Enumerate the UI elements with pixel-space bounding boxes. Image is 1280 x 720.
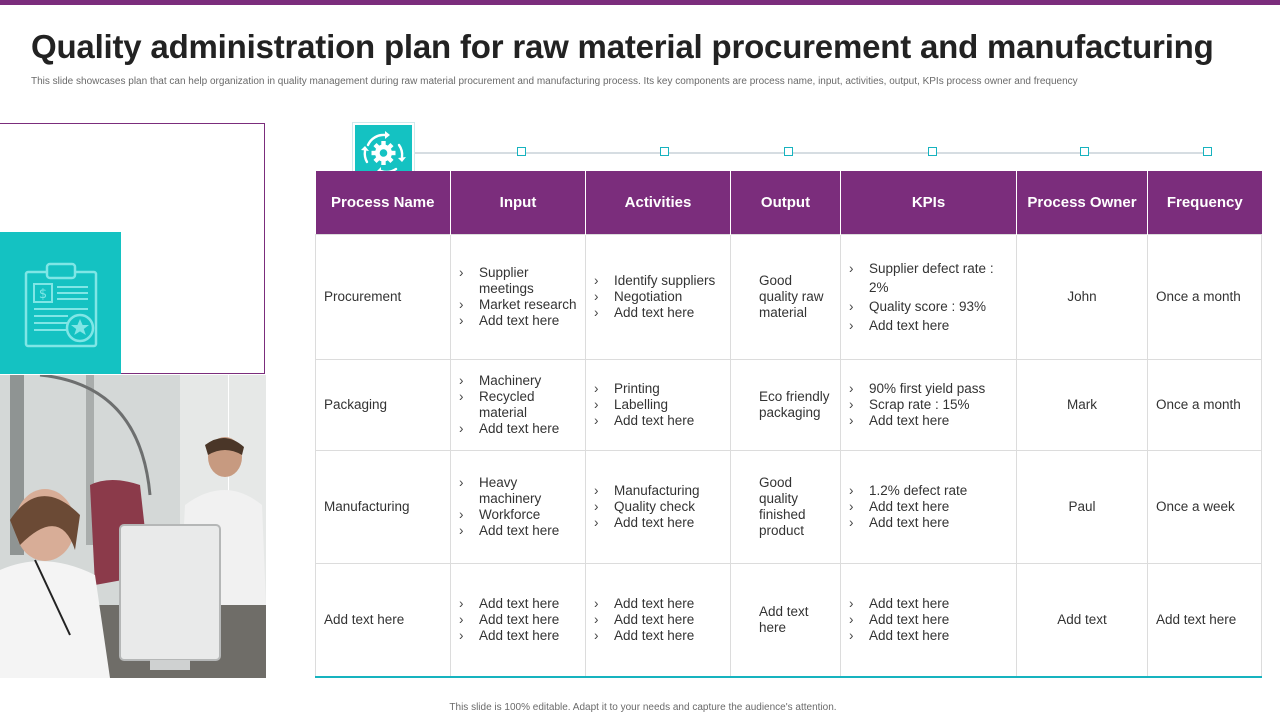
- list-item: Add text here: [849, 499, 1008, 515]
- list-item: Add text here: [849, 316, 1008, 335]
- list-item: Add text here: [594, 515, 722, 531]
- header-activities: Activities: [585, 171, 731, 234]
- list-item: Quality check: [594, 499, 722, 515]
- list-item: Recycled material: [459, 389, 577, 421]
- process-name-cell: Packaging: [315, 358, 451, 451]
- output-cell: Good quality raw material: [730, 233, 841, 360]
- svg-text:$: $: [39, 287, 47, 302]
- frequency-cell: Once a week: [1147, 449, 1262, 564]
- list-item: Add text here: [459, 596, 577, 612]
- list-item: Add text here: [594, 628, 722, 644]
- quality-plan-table: Process Name Input Activities Output KPI…: [315, 171, 1262, 678]
- list-item: Supplier meetings: [459, 265, 577, 297]
- connector-node: [1080, 147, 1089, 156]
- table-header-row: Process Name Input Activities Output KPI…: [315, 171, 1262, 234]
- list-item: Add text here: [459, 313, 577, 329]
- list-item: Add text here: [594, 413, 722, 429]
- frequency-cell: Once a month: [1147, 358, 1262, 451]
- kpis-cell: 1.2% defect rate Add text here Add text …: [840, 449, 1017, 564]
- process-owner-cell: John: [1016, 233, 1148, 360]
- input-cell: Machinery Recycled material Add text her…: [450, 358, 586, 451]
- list-item: 90% first yield pass: [849, 381, 1008, 397]
- list-item: Manufacturing: [594, 483, 722, 499]
- slide-footer: This slide is 100% editable. Adapt it to…: [449, 702, 837, 713]
- list-item: Quality score : 93%: [849, 297, 1008, 316]
- list-item: Heavy machinery: [459, 475, 577, 507]
- list-item: Add text here: [594, 596, 722, 612]
- process-owner-cell: Mark: [1016, 358, 1148, 451]
- list-item: Add text here: [849, 596, 1008, 612]
- list-item: Add text here: [459, 523, 577, 539]
- list-item: Add text here: [594, 305, 722, 321]
- connector-node: [928, 147, 937, 156]
- list-item: Add text here: [849, 515, 1008, 531]
- activities-cell: Manufacturing Quality check Add text her…: [585, 449, 731, 564]
- header-kpis: KPIs: [840, 171, 1017, 234]
- connector-node: [784, 147, 793, 156]
- header-process-owner: Process Owner: [1016, 171, 1148, 234]
- list-item: Market research: [459, 297, 577, 313]
- process-name-cell: Manufacturing: [315, 449, 451, 564]
- activities-cell: Printing Labelling Add text here: [585, 358, 731, 451]
- output-cell: Eco friendly packaging: [730, 358, 841, 451]
- input-cell: Add text here Add text here Add text her…: [450, 562, 586, 678]
- frequency-cell: Add text here: [1147, 562, 1262, 678]
- list-item: Add text here: [849, 628, 1008, 644]
- activities-cell: Identify suppliers Negotiation Add text …: [585, 233, 731, 360]
- process-owner-cell: Add text: [1016, 562, 1148, 678]
- table-row: Manufacturing Heavy machinery Workforce …: [315, 449, 1262, 564]
- table-row: Add text here Add text here Add text her…: [315, 562, 1262, 678]
- list-item: Add text here: [849, 612, 1008, 628]
- process-name-cell: Procurement: [315, 233, 451, 360]
- connector-node: [660, 147, 669, 156]
- slide-title: Quality administration plan for raw mate…: [31, 28, 1214, 65]
- gear-refresh-icon: [361, 131, 406, 175]
- table-row: Packaging Machinery Recycled material Ad…: [315, 358, 1262, 451]
- clipboard-dollar-icon: $: [24, 262, 98, 348]
- connector-node: [517, 147, 526, 156]
- output-cell: Good quality finished product: [730, 449, 841, 564]
- list-item: Add text here: [594, 612, 722, 628]
- list-item: Workforce: [459, 507, 577, 523]
- list-item: Supplier defect rate : 2%: [849, 259, 1008, 297]
- process-owner-cell: Paul: [1016, 449, 1148, 564]
- table-row: Procurement Supplier meetings Market res…: [315, 233, 1262, 360]
- list-item: Negotiation: [594, 289, 722, 305]
- list-item: Scrap rate : 15%: [849, 397, 1008, 413]
- header-process-name: Process Name: [315, 171, 451, 234]
- list-item: Identify suppliers: [594, 273, 722, 289]
- connector-line: [415, 152, 1207, 154]
- input-cell: Supplier meetings Market research Add te…: [450, 233, 586, 360]
- frequency-cell: Once a month: [1147, 233, 1262, 360]
- list-item: Add text here: [459, 612, 577, 628]
- list-item: Add text here: [459, 421, 577, 437]
- header-output: Output: [730, 171, 841, 234]
- list-item: Add text here: [459, 628, 577, 644]
- input-cell: Heavy machinery Workforce Add text here: [450, 449, 586, 564]
- header-frequency: Frequency: [1147, 171, 1262, 234]
- kpis-cell: Add text here Add text here Add text her…: [840, 562, 1017, 678]
- list-item: Machinery: [459, 373, 577, 389]
- list-item: Add text here: [849, 413, 1008, 429]
- header-input: Input: [450, 171, 586, 234]
- list-item: 1.2% defect rate: [849, 483, 1008, 499]
- list-item: Printing: [594, 381, 722, 397]
- list-item: Labelling: [594, 397, 722, 413]
- process-name-cell: Add text here: [315, 562, 451, 678]
- teal-icon-block: [0, 232, 121, 374]
- connector-node: [1203, 147, 1212, 156]
- slide-subtitle: This slide showcases plan that can help …: [31, 76, 1078, 87]
- kpis-cell: Supplier defect rate : 2% Quality score …: [840, 233, 1017, 360]
- kpis-cell: 90% first yield pass Scrap rate : 15% Ad…: [840, 358, 1017, 451]
- office-workers-photo: [0, 375, 266, 678]
- output-cell: Add text here: [730, 562, 841, 678]
- activities-cell: Add text here Add text here Add text her…: [585, 562, 731, 678]
- top-accent-bar: [0, 0, 1280, 5]
